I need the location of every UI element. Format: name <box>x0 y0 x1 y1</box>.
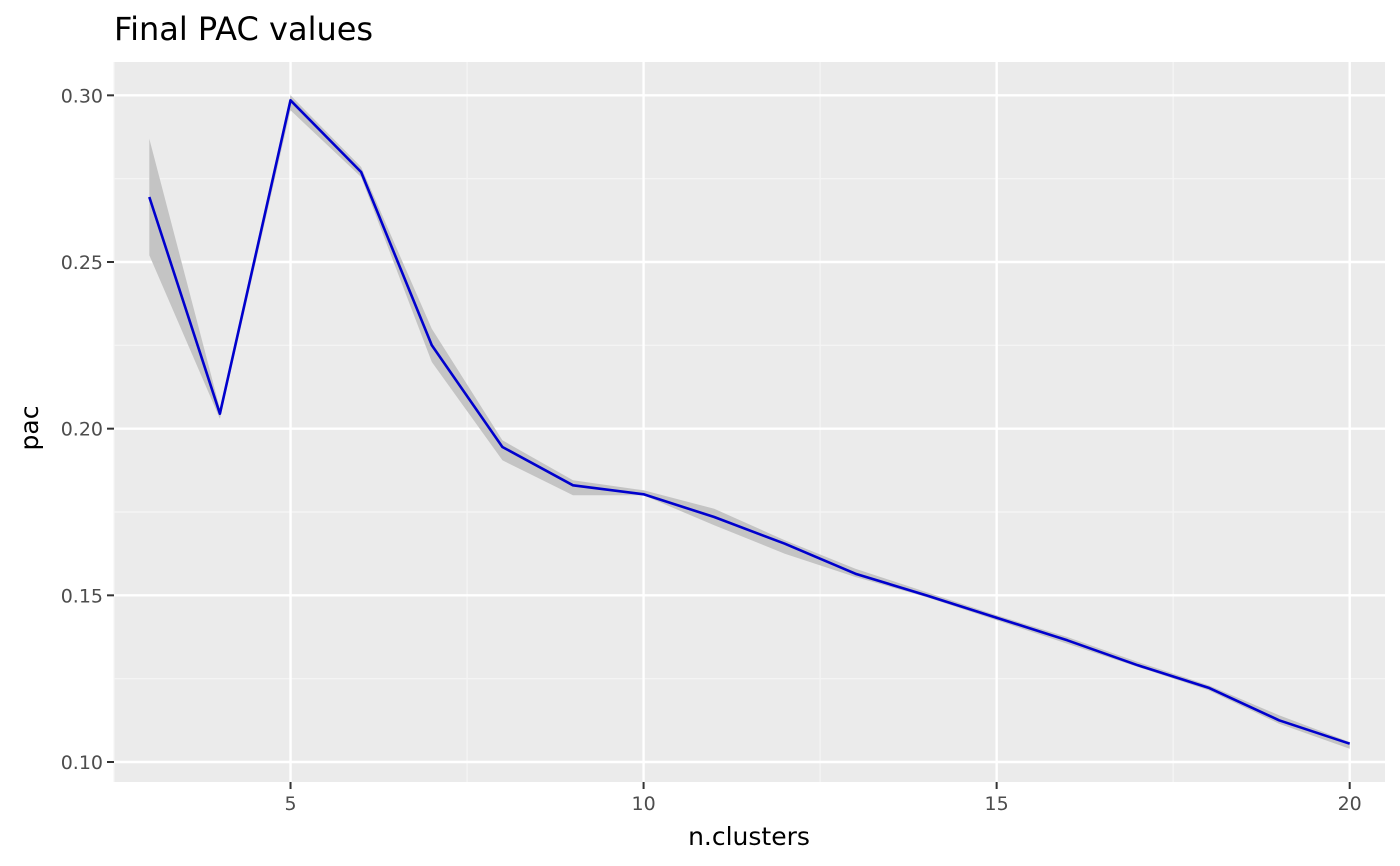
y-tick-label: 0.20 <box>61 419 103 441</box>
y-tick-label: 0.25 <box>61 252 103 274</box>
y-tick-label: 0.15 <box>61 585 103 607</box>
x-tick-label: 10 <box>631 793 655 815</box>
y-tick-label: 0.30 <box>61 85 103 107</box>
minor-gridlines <box>113 62 1385 782</box>
x-tick-label: 15 <box>985 793 1009 815</box>
pac-series-line <box>148 99 1351 745</box>
x-axis-ticks: 5 10 15 20 <box>284 782 1362 815</box>
x-tick-label: 5 <box>284 793 296 815</box>
y-axis-title: pac <box>15 406 44 451</box>
chart-title: Final PAC values <box>114 10 373 48</box>
x-axis-title: n.clusters <box>688 822 810 851</box>
y-tick-label: 0.10 <box>61 752 103 774</box>
major-gridlines <box>114 62 1385 782</box>
y-axis-ticks: 0.10 0.15 0.20 0.25 0.30 <box>61 85 114 774</box>
x-tick-label: 20 <box>1338 793 1362 815</box>
plot-panel <box>114 62 1385 782</box>
